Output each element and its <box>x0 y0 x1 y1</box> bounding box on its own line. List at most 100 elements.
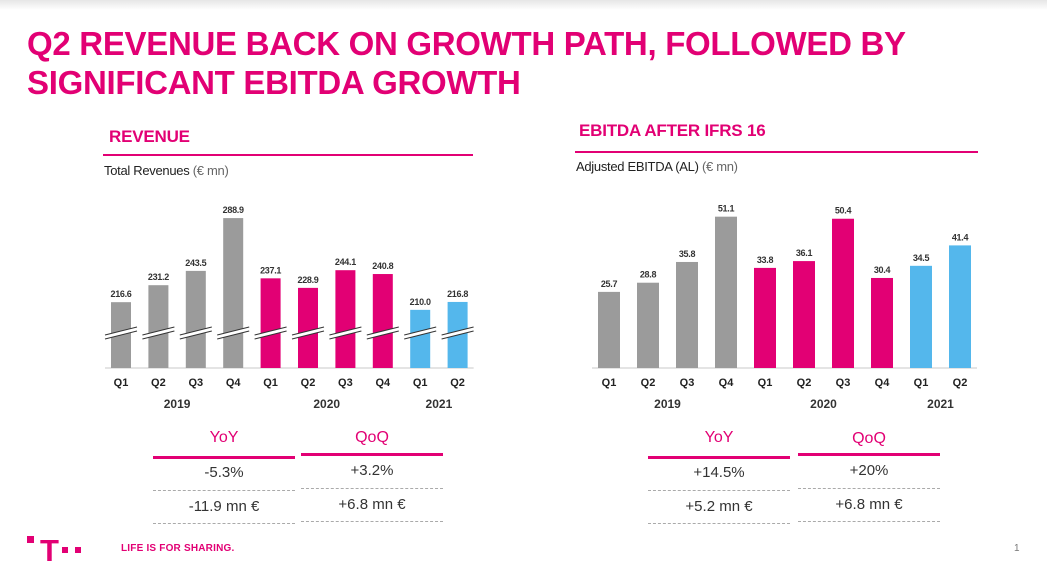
ebitda-category-label: Q2 <box>797 377 812 389</box>
revenue-bar <box>372 274 393 368</box>
ebitda-qoq-pct: +20% <box>849 462 889 479</box>
revenue-axis-break-gap <box>366 327 399 339</box>
revenue-year-label: 2020 <box>313 397 340 411</box>
ebitda-category-label: Q2 <box>641 377 656 389</box>
logo-square-3 <box>75 547 81 553</box>
revenue-value-label: 216.6 <box>110 289 131 299</box>
revenue-year-label: 2019 <box>164 397 191 411</box>
top-shadow-bar <box>0 0 1047 10</box>
revenue-axis-break-gap <box>217 327 250 339</box>
revenue-axis-break-line <box>254 330 287 340</box>
revenue-kpi-table: YoY QoQ -5.3% +3.2% -11.9 mn € +6.8 mn € <box>153 418 443 528</box>
revenue-panel: REVENUE Total Revenues (€ mn) 216.6 Q1 231… <box>103 118 474 538</box>
footer-tagline: LIFE IS FOR SHARING. <box>121 543 235 554</box>
revenue-axis-break-gap <box>179 327 212 339</box>
revenue-value-label: 244.1 <box>335 257 356 267</box>
revenue-yoy-header: YoY <box>209 429 239 446</box>
ebitda-bar <box>598 291 620 368</box>
revenue-value-label: 288.9 <box>223 205 244 215</box>
logo-letter: T <box>40 533 59 563</box>
revenue-axis-break-line <box>441 330 474 340</box>
revenue-value-label: 231.2 <box>148 272 169 282</box>
ebitda-year-label: 2021 <box>927 397 954 411</box>
logo-square-1 <box>27 536 34 543</box>
ebitda-category-label: Q4 <box>719 377 735 389</box>
ebitda-yoy-bottom-divider <box>648 523 790 524</box>
ebitda-bar <box>676 261 698 368</box>
revenue-bar <box>148 285 169 368</box>
revenue-bar <box>335 270 356 368</box>
revenue-category-label: Q3 <box>188 377 203 389</box>
revenue-value-label: 243.5 <box>185 258 206 268</box>
revenue-bar <box>223 218 244 368</box>
revenue-axis-break-line <box>404 326 437 336</box>
ebitda-yoy-header: YoY <box>704 429 734 446</box>
revenue-axis-break-line <box>329 326 362 336</box>
revenue-unit: (€ mn) <box>192 163 229 178</box>
revenue-category-label: Q3 <box>338 377 353 389</box>
revenue-axis-break-line <box>179 326 212 336</box>
revenue-bar <box>260 278 281 368</box>
page-title-line-2: SIGNIFICANT EBITDA GROWTH <box>27 64 521 101</box>
revenue-value-label: 210.0 <box>410 297 431 307</box>
ebitda-bar-chart: 25.7 Q1 28.8 Q2 35.8 Q3 51.1 Q4 33.8 Q1 36.1 Q2 50.4… <box>592 204 977 411</box>
revenue-axis-break-line <box>404 330 437 340</box>
ebitda-category-label: Q4 <box>875 377 891 389</box>
revenue-yoy-divider <box>153 490 295 491</box>
ebitda-category-label: Q3 <box>680 377 695 389</box>
ebitda-yoy-rule <box>648 456 790 459</box>
revenue-yoy-abs: -11.9 mn € <box>188 498 260 515</box>
revenue-yoy-pct: -5.3% <box>204 464 244 481</box>
ebitda-value-label: 30.4 <box>874 265 891 275</box>
revenue-section-title: REVENUE <box>109 127 190 146</box>
ebitda-section-title: EBITDA AFTER IFRS 16 <box>579 121 766 140</box>
ebitda-subtitle-text: Adjusted EBITDA (AL) <box>576 159 699 174</box>
ebitda-value-label: 34.5 <box>913 253 930 263</box>
revenue-qoq-abs: +6.8 mn € <box>338 496 406 513</box>
revenue-bar <box>298 287 318 368</box>
ebitda-qoq-divider <box>798 488 940 489</box>
ebitda-unit: (€ mn) <box>701 159 738 174</box>
ebitda-category-label: Q3 <box>836 377 851 389</box>
revenue-category-label: Q2 <box>151 377 166 389</box>
revenue-axis-break-gap <box>142 327 175 339</box>
revenue-section-rule <box>103 154 473 156</box>
ebitda-qoq-abs: +6.8 mn € <box>835 496 903 513</box>
page-title: Q2 REVENUE BACK ON GROWTH PATH, FOLLOWED… <box>27 24 1027 102</box>
revenue-category-label: Q4 <box>375 377 391 389</box>
revenue-chart-subtitle: Total Revenues (€ mn) <box>104 163 229 178</box>
revenue-qoq-rule <box>301 453 443 456</box>
revenue-subtitle-text: Total Revenues <box>104 163 190 178</box>
revenue-category-label: Q2 <box>450 377 465 389</box>
ebitda-value-label: 50.4 <box>835 206 852 216</box>
ebitda-yoy-divider <box>648 490 790 491</box>
revenue-axis-break-line <box>217 326 250 336</box>
telekom-t-logo: T <box>27 533 81 563</box>
ebitda-value-label: 25.7 <box>601 279 618 289</box>
ebitda-bar <box>910 265 932 368</box>
revenue-axis-break-gap <box>292 327 324 339</box>
ebitda-kpi-table: YoY QoQ +14.5% +20% +5.2 mn € +6.8 mn € <box>648 418 940 528</box>
ebitda-bar <box>949 245 971 368</box>
revenue-year-label: 2021 <box>426 397 453 411</box>
revenue-axis-break-line <box>329 330 362 340</box>
page-title-line-1: Q2 REVENUE BACK ON GROWTH PATH, FOLLOWED… <box>27 25 906 62</box>
revenue-category-label: Q4 <box>226 377 242 389</box>
revenue-bar-chart: 216.6 Q1 231.2 Q2 243.5 Q3 288.9 Q4 237.1 Q1 228.9… <box>104 205 474 411</box>
revenue-value-label: 216.8 <box>447 289 468 299</box>
revenue-bar <box>185 270 206 368</box>
ebitda-category-label: Q1 <box>758 377 773 389</box>
revenue-axis-break-line <box>104 326 138 336</box>
ebitda-yoy-abs: +5.2 mn € <box>685 498 753 515</box>
revenue-category-label: Q1 <box>413 377 428 389</box>
revenue-axis-break-gap <box>105 327 137 339</box>
ebitda-value-label: 35.8 <box>679 249 696 259</box>
revenue-yoy-rule <box>153 456 295 459</box>
ebitda-bar <box>832 218 854 368</box>
revenue-axis-break-line <box>291 326 325 336</box>
ebitda-value-label: 28.8 <box>640 270 657 280</box>
ebitda-category-label: Q1 <box>914 377 929 389</box>
revenue-value-label: 237.1 <box>260 265 281 275</box>
revenue-axis-break-gap <box>441 327 474 339</box>
ebitda-qoq-header: QoQ <box>852 430 886 447</box>
